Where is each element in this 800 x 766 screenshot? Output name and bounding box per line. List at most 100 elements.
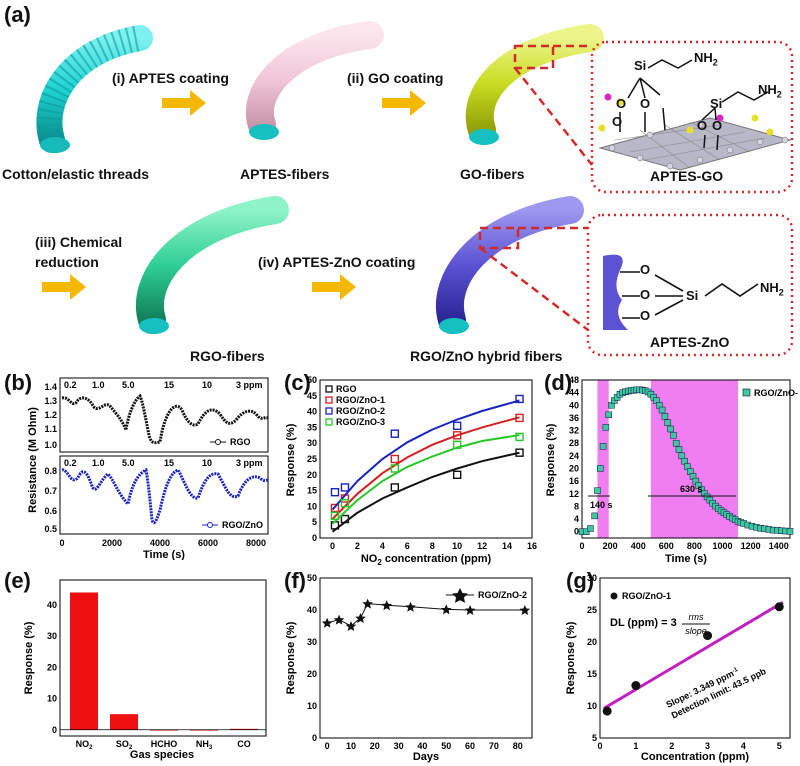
c-xtick: 8 — [430, 541, 435, 551]
f-data-point — [464, 605, 476, 615]
d-ytick: 0 — [574, 527, 579, 537]
fiber4-label: RGO-fibers — [190, 348, 265, 364]
g-xtick: 3 — [705, 741, 710, 751]
b-conc-label: 1.0 — [92, 458, 105, 468]
f-data-point — [345, 621, 357, 631]
process-arrows — [42, 90, 426, 300]
e-ylabel: Response (%) — [23, 621, 35, 694]
c-xtick: 10 — [452, 541, 462, 551]
inset-zno-title: APTES-ZnO — [650, 334, 730, 350]
g-ytick: 25 — [587, 605, 597, 615]
c-xtick: 12 — [477, 541, 487, 551]
d-data-point — [678, 452, 686, 460]
b-conc-label: 15 — [164, 458, 174, 468]
b-conc-label: 3 ppm — [236, 458, 263, 468]
b-conc-label: 5.0 — [122, 380, 135, 390]
f-data-point — [405, 601, 416, 612]
f-data-point — [440, 604, 452, 615]
e-ytick: 0 — [52, 725, 57, 735]
f-xlabel: Days — [413, 751, 439, 763]
f-ytick: 30 — [307, 637, 317, 647]
d-ytick: 40 — [569, 400, 579, 410]
b-legend-rgozno: RGO/ZnO — [222, 520, 263, 530]
fiber2-label: APTES-fibers — [240, 166, 330, 182]
b-bot-ytick: 0.7 — [44, 486, 57, 496]
panel-b-label: (b) — [4, 370, 33, 395]
panel-d-label: (d) — [544, 370, 573, 395]
f-xtick: 20 — [370, 741, 380, 751]
b-top-ytick: 1.1 — [44, 424, 57, 434]
d-data-point — [681, 457, 688, 465]
c-data-point — [515, 413, 524, 423]
f-ylabel: Response (%) — [285, 621, 297, 694]
inset-zno-structure — [603, 254, 759, 330]
c-ylabel: Response (%) — [285, 423, 297, 496]
c-legend-label: RGO/ZnO-2 — [336, 406, 385, 416]
zno-o3: O — [640, 308, 651, 323]
g-ytick: 10 — [587, 701, 597, 711]
d-ytick: 8 — [574, 501, 579, 511]
c-xtick: 6 — [405, 541, 410, 551]
f-xtick: 70 — [489, 741, 499, 751]
d-data-point — [602, 424, 610, 431]
zno-o2: O — [640, 287, 651, 302]
d-data-point — [597, 465, 604, 472]
b-ylabel: Resistance (M Ohm) — [27, 407, 39, 513]
d-data-point — [605, 411, 612, 419]
zno-nh2: NH2 — [760, 280, 784, 298]
panel-e-chart: 0 10 20 30 40 NO2 SO2 HCHO NH3 CO Gas spec… — [23, 579, 267, 761]
g-frac-den: slope — [685, 626, 707, 636]
f-data-point — [355, 613, 366, 623]
f-xtick: 80 — [513, 741, 523, 751]
g-fit-line — [602, 601, 784, 710]
f-legend: RGO/ZnO-2 — [478, 590, 527, 600]
d-ylabel: Response (%) — [545, 423, 557, 496]
g-data-point — [774, 602, 784, 612]
c-data-point — [452, 421, 462, 431]
c-data-point — [330, 511, 340, 521]
c-data-point — [390, 464, 400, 473]
g-legend: RGO/ZnO-1 — [622, 591, 671, 601]
e-xtick: SO2 — [116, 739, 133, 751]
g-legend-marker — [610, 592, 618, 600]
d-ytick: 44 — [569, 388, 579, 398]
d-data-point — [672, 439, 680, 447]
g-xtick: 2 — [669, 741, 674, 751]
c-xtick: 2 — [355, 541, 360, 551]
panel-d-chart: 0 4 8 12 16 20 24 28 32 36 40 44 48 0 200 400 60… — [545, 375, 798, 565]
c-data-point — [330, 503, 340, 513]
f-ytick: 10 — [307, 701, 317, 711]
g-ytick: 15 — [587, 669, 597, 679]
d-exposure-band — [597, 380, 609, 538]
arrow-step3 — [42, 274, 86, 300]
b-xtick: 0 — [59, 538, 64, 548]
g-xtick: 1 — [633, 741, 638, 751]
c-fit-line — [331, 434, 520, 525]
panel-c-chart: 0 5 10 15 20 25 30 35 40 45 50 0 2 4 6 8 10 12 14… — [285, 375, 537, 566]
e-bar — [190, 729, 218, 731]
d-data-point — [587, 525, 594, 532]
b-conc-label: 15 — [164, 380, 174, 390]
c-legend-marker — [325, 385, 333, 393]
b-conc-label: 0.2 — [64, 458, 77, 468]
c-ytick: 40 — [307, 407, 317, 417]
arrow-step2 — [382, 90, 426, 116]
b-top-ytick: 1.2 — [44, 410, 57, 420]
c-data-point — [390, 483, 400, 492]
panel-c-label: (c) — [284, 370, 311, 395]
f-xtick: 50 — [441, 741, 451, 751]
b-xtick: 8000 — [246, 538, 266, 548]
d-xtick: 0 — [579, 541, 584, 551]
c-data-point — [390, 429, 400, 438]
inset-boxes — [586, 40, 794, 357]
g-ytick: 5 — [592, 733, 597, 743]
fiber-cotton — [36, 25, 153, 153]
c-data-point — [390, 454, 400, 464]
inset-go-structure — [598, 59, 792, 171]
fiber-go — [465, 24, 604, 145]
c-ytick: 15 — [307, 486, 317, 496]
e-ytick: 40 — [47, 600, 57, 610]
c-ytick: 0 — [312, 533, 317, 543]
arrow-step4 — [312, 274, 356, 300]
b-conc-label: 1.0 — [92, 380, 105, 390]
